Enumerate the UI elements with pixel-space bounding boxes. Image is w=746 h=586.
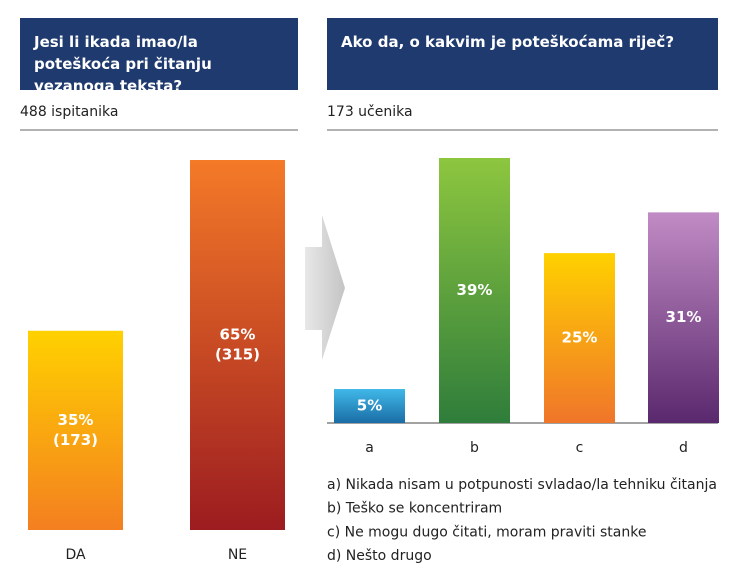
bar xyxy=(648,212,719,423)
category-label: b xyxy=(470,440,479,456)
bar xyxy=(439,158,510,423)
legend-note: a) Nikada nisam u potpunosti svladao/la … xyxy=(327,477,717,493)
value-label: 5% xyxy=(357,397,382,415)
value-label: (315) xyxy=(215,346,260,364)
panel-title: Ako da, o kakvim je poteškoćama riječ? xyxy=(327,18,718,90)
arrow xyxy=(305,215,345,360)
bar xyxy=(334,389,405,423)
value-label: 65% xyxy=(220,326,256,344)
category-label: c xyxy=(576,440,584,456)
panel-title: Jesi li ikada imao/la poteškoća pri čita… xyxy=(20,18,298,95)
legend-note: c) Ne mogu dugo čitati, moram praviti st… xyxy=(327,524,646,540)
value-label: (173) xyxy=(53,431,98,449)
value-label: 25% xyxy=(562,329,598,347)
legend-note: b) Teško se koncentriram xyxy=(327,501,502,517)
value-label: 31% xyxy=(666,308,702,326)
bar xyxy=(544,253,615,423)
category-label: NE xyxy=(228,547,247,563)
bar xyxy=(28,330,123,530)
legend-note: d) Nešto drugo xyxy=(327,548,432,564)
category-label: d xyxy=(679,440,688,456)
category-label: a xyxy=(365,440,374,456)
category-label: DA xyxy=(65,547,86,563)
value-label: 35% xyxy=(58,411,94,429)
subtitle: 488 ispitanika xyxy=(20,104,119,120)
bar xyxy=(190,160,285,530)
subtitle: 173 učenika xyxy=(327,104,413,120)
value-label: 39% xyxy=(457,281,493,299)
